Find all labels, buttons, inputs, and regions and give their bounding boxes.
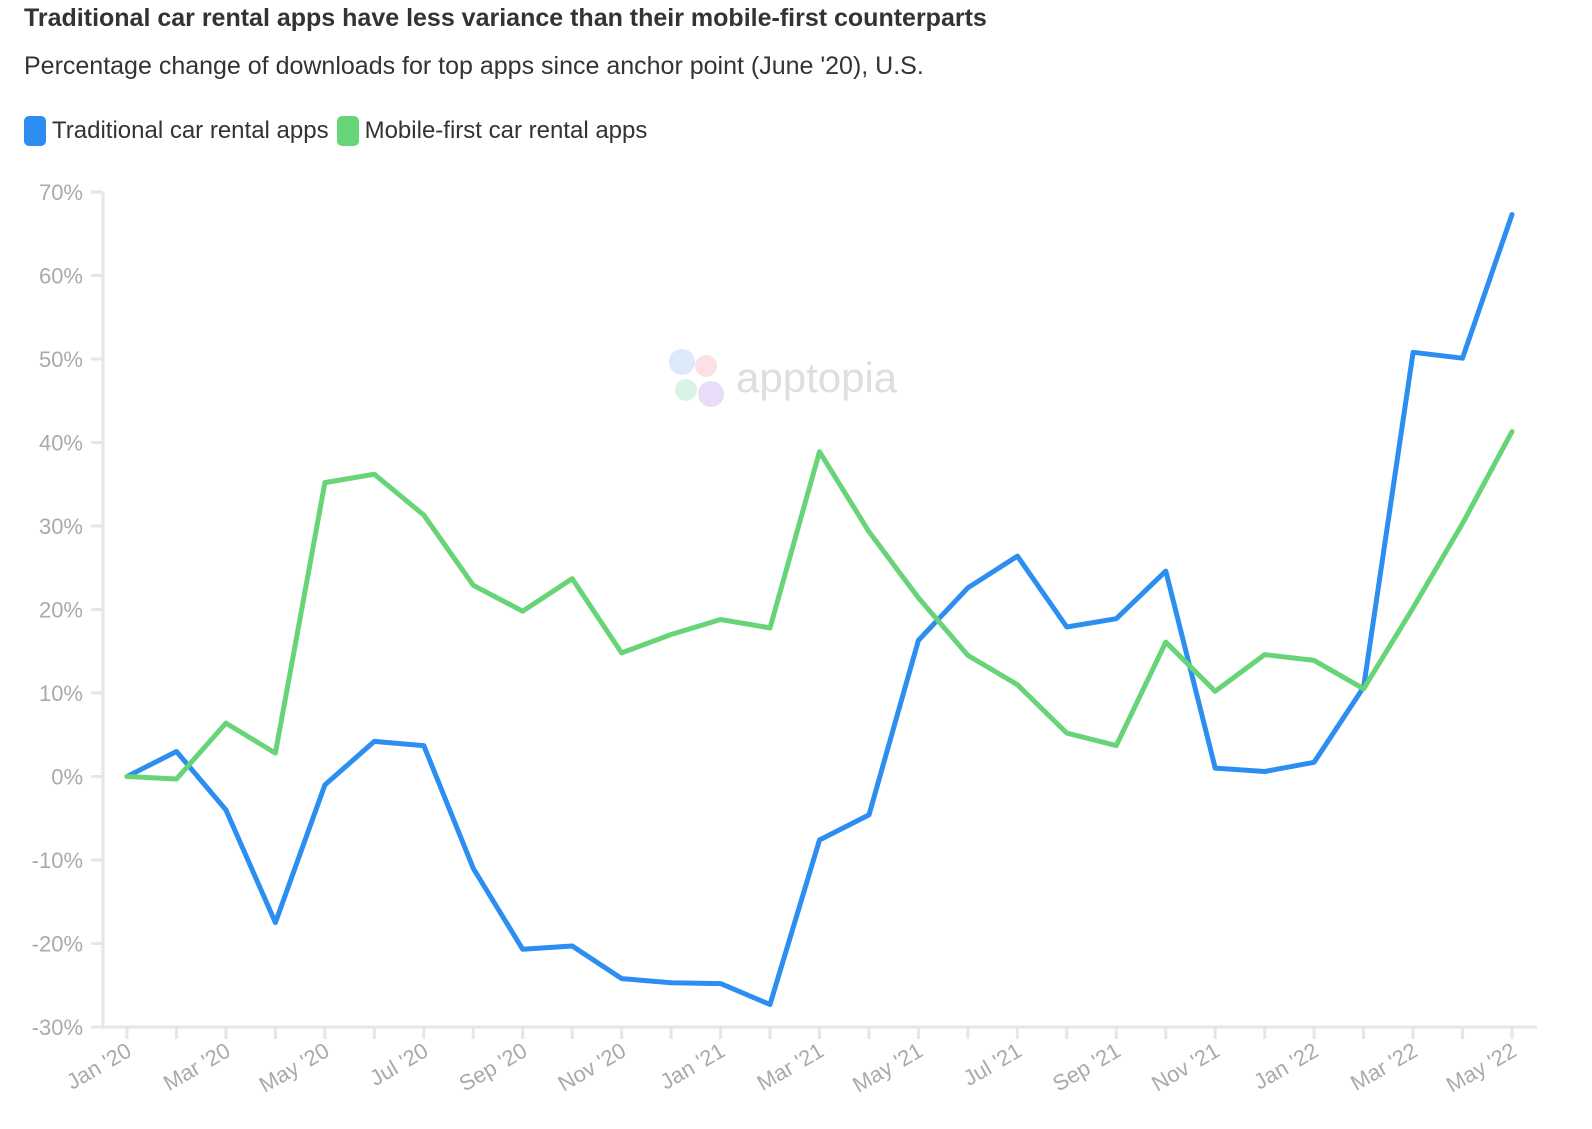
y-tick-label: -10%: [32, 848, 83, 873]
y-tick-label: 50%: [39, 347, 83, 372]
x-tick-label: Jul '21: [959, 1038, 1026, 1091]
chart-subtitle: Percentage change of downloads for top a…: [24, 52, 924, 80]
x-tick-label: Jan '21: [656, 1038, 729, 1095]
x-tick-label: Jan '22: [1249, 1038, 1322, 1095]
x-tick-label: Mar '21: [753, 1038, 828, 1096]
legend-swatch-traditional: [24, 116, 46, 146]
x-tick-label: May '21: [848, 1038, 927, 1098]
y-tick-label: 20%: [39, 598, 83, 623]
chart-title: Traditional car rental apps have less va…: [24, 4, 987, 32]
x-axis: Jan '20 Mar '20 May '20 Jul '20 Sep '20 Nov '…: [62, 1025, 1537, 1098]
x-tick-label: Mar '22: [1346, 1038, 1421, 1096]
y-axis: 70% 60% 50% 40% 30% 20% 10% 0% -10% -20% -30%: [32, 180, 105, 1040]
y-tick-label: 40%: [39, 431, 83, 456]
x-tick-label: May '22: [1442, 1038, 1521, 1098]
logo-petal-purple: [698, 381, 724, 407]
x-tick-label: Mar '20: [159, 1038, 234, 1096]
series-group: [124, 212, 1515, 1007]
x-tick-label: Jan '20: [62, 1038, 135, 1095]
series-line-traditional[interactable]: [124, 212, 1515, 1007]
y-tick-label: -20%: [32, 932, 83, 957]
legend-swatch-mobile-first: [336, 116, 359, 146]
series-line-mobile-first[interactable]: [124, 429, 1515, 782]
logo-petal-green: [675, 379, 697, 401]
x-tick-label: Nov '21: [1147, 1038, 1224, 1097]
watermark-text: apptopia: [736, 354, 898, 401]
x-tick-label: Jul '20: [365, 1038, 432, 1091]
x-tick-label: Nov '20: [554, 1038, 631, 1097]
x-tick-label: May '20: [255, 1038, 334, 1098]
legend-item-mobile-first[interactable]: Mobile-first car rental apps: [336, 116, 648, 146]
x-tick-label: Sep '21: [1048, 1038, 1125, 1097]
legend: Traditional car rental apps Mobile-first…: [24, 116, 655, 146]
logo-petal-pink: [695, 355, 717, 377]
x-tick-label: Sep '20: [455, 1038, 532, 1097]
logo-petal-blue: [669, 349, 695, 375]
y-tick-label: -30%: [32, 1015, 83, 1040]
y-tick-label: 60%: [39, 264, 83, 289]
y-tick-label: 0%: [51, 765, 83, 790]
legend-item-traditional[interactable]: Traditional car rental apps: [24, 116, 329, 146]
apptopia-logo: apptopia: [669, 349, 898, 407]
y-tick-label: 30%: [39, 514, 83, 539]
legend-label-traditional: Traditional car rental apps: [52, 117, 329, 144]
legend-label-mobile-first: Mobile-first car rental apps: [364, 117, 648, 144]
y-tick-label: 70%: [39, 180, 83, 205]
y-tick-label: 10%: [39, 681, 83, 706]
